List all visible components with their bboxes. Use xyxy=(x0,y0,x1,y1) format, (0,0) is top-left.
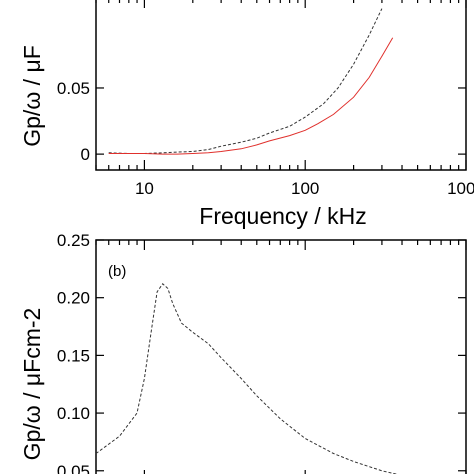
panel-b-label: (b) xyxy=(108,263,126,280)
panel-a: 0 0.05 10 100 1000 Gp/ω / μF Frequency / kHz xyxy=(19,0,474,229)
panel-a-series xyxy=(108,8,394,155)
y-tick-label: 0.15 xyxy=(57,346,90,365)
panel-b-series xyxy=(95,283,399,474)
panel-b-y-axis-title: Gp/ω / μFcm-2 xyxy=(19,308,45,461)
y-tick-label: 0.20 xyxy=(57,289,90,308)
x-tick-label: 10 xyxy=(135,179,154,198)
y-tick-label: 0 xyxy=(81,145,90,164)
panel-b: 0.05 0.10 0.15 0.20 0.25 (b) Gp/ω / μFcm-2 xyxy=(19,231,467,474)
panel-a-y-axis-title: Gp/ω / μF xyxy=(19,45,45,147)
y-tick-label: 0.05 xyxy=(57,462,90,474)
series-line-solid-1 xyxy=(108,37,394,155)
panel-a-frame xyxy=(95,0,467,171)
series-line-dashed-0 xyxy=(95,283,399,474)
y-tick-label: 0.05 xyxy=(57,79,90,98)
panel-b-frame xyxy=(95,239,467,474)
panel-b-ticks: 0.05 0.10 0.15 0.20 0.25 xyxy=(57,231,467,474)
y-tick-label: 0.25 xyxy=(57,231,90,250)
x-tick-label: 100 xyxy=(291,179,319,198)
panel-a-ticks: 0 0.05 10 100 1000 xyxy=(57,0,474,198)
x-tick-label: 1000 xyxy=(447,179,474,198)
y-tick-label: 0.10 xyxy=(57,404,90,423)
series-line-dashed-0 xyxy=(108,8,383,154)
panel-a-x-axis-title: Frequency / kHz xyxy=(199,203,366,229)
